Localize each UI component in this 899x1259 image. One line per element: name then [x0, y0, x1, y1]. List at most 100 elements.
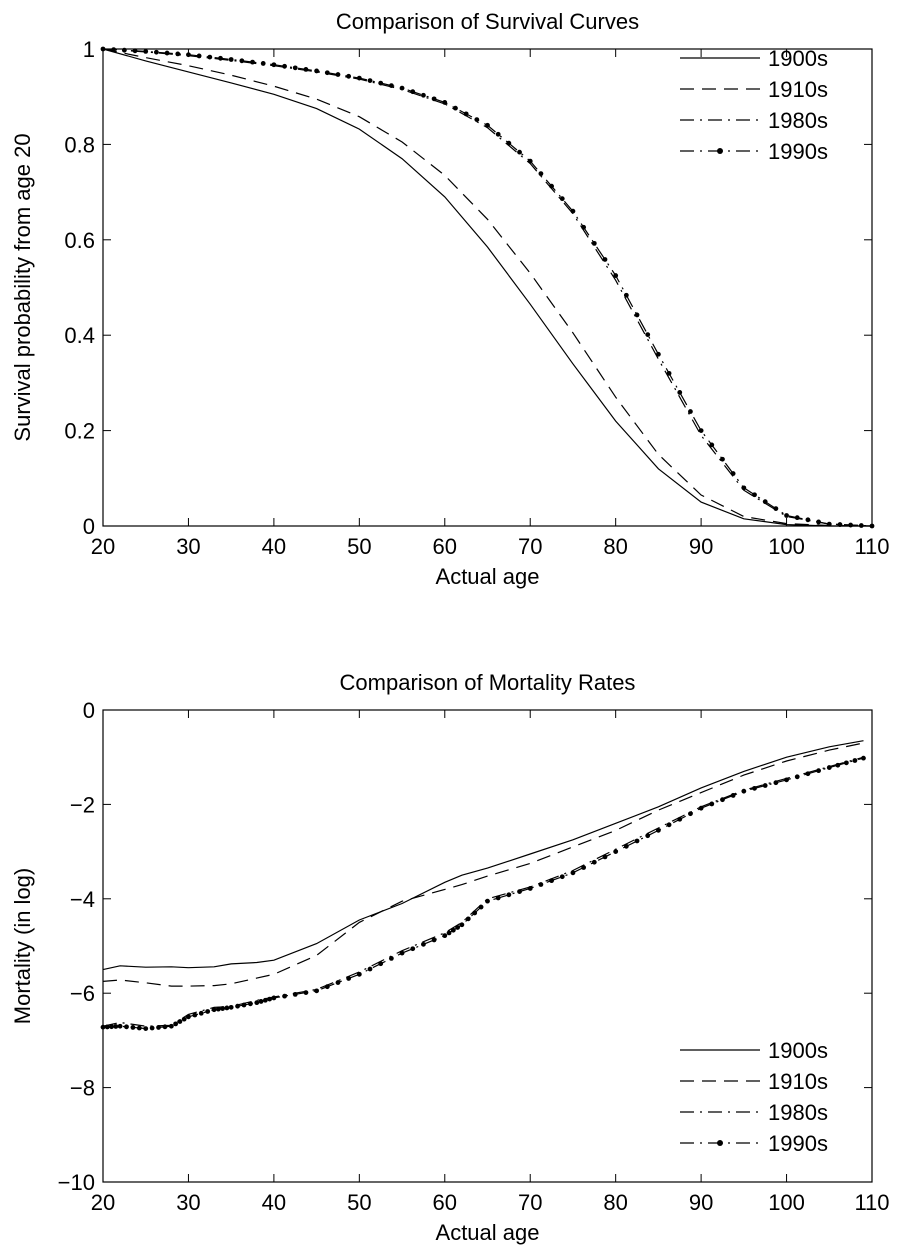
data-point	[581, 224, 587, 230]
y-tick-label: 0	[83, 514, 95, 539]
data-point	[220, 1006, 226, 1011]
data-point	[527, 886, 533, 891]
data-point	[549, 878, 554, 884]
data-point	[709, 442, 715, 448]
data-point	[100, 1024, 106, 1030]
data-point	[113, 1024, 119, 1029]
x-tick-label: 50	[347, 534, 371, 559]
data-point	[805, 517, 811, 523]
data-point	[205, 1009, 211, 1014]
data-point	[271, 62, 277, 68]
data-point	[570, 208, 576, 214]
data-point	[741, 485, 747, 491]
plot-area-frame	[102, 709, 873, 1183]
data-point	[258, 999, 264, 1004]
data-point	[218, 55, 223, 61]
y-tick-label: 0	[83, 698, 95, 723]
data-point	[162, 1024, 168, 1030]
data-point	[677, 816, 683, 822]
data-point	[388, 955, 394, 961]
data-point	[741, 788, 747, 794]
data-point	[431, 96, 437, 102]
x-tick-label: 40	[262, 534, 286, 559]
x-tick-label: 70	[518, 534, 542, 559]
x-tick-label: 100	[768, 1190, 805, 1215]
data-point	[173, 1021, 179, 1027]
data-point	[623, 292, 629, 298]
data-point	[835, 762, 841, 768]
data-point	[655, 351, 661, 357]
y-tick-label: −10	[58, 1170, 95, 1195]
x-tick-label: 20	[91, 1190, 115, 1215]
x-tick-label: 40	[262, 1190, 286, 1215]
data-point	[130, 1025, 136, 1030]
data-point	[303, 66, 309, 72]
data-point	[730, 793, 736, 798]
data-point	[324, 984, 330, 990]
data-point	[136, 1025, 142, 1031]
data-point	[655, 827, 661, 833]
x-tick-label: 60	[433, 534, 457, 559]
data-point	[314, 988, 320, 994]
data-point	[421, 941, 426, 947]
data-point	[517, 149, 522, 155]
data-point	[177, 1019, 183, 1024]
data-point	[762, 783, 768, 788]
x-tick-label: 90	[689, 534, 713, 559]
x-tick-label: 30	[176, 1190, 200, 1215]
data-point	[367, 966, 373, 972]
series-markers-1990s	[100, 755, 866, 1031]
data-point	[688, 811, 693, 817]
data-point	[124, 1024, 129, 1030]
data-point	[478, 904, 484, 910]
data-point	[132, 48, 138, 54]
data-point	[816, 768, 821, 774]
data-point	[762, 499, 768, 505]
data-point	[267, 996, 273, 1002]
series-markers-1990s	[100, 46, 875, 529]
data-point	[805, 771, 811, 777]
data-point	[109, 1024, 114, 1030]
x-tick-label: 70	[518, 1190, 542, 1215]
data-point	[235, 1003, 240, 1009]
data-point	[100, 46, 106, 52]
data-point	[356, 971, 362, 977]
data-point	[773, 506, 779, 511]
data-point	[450, 927, 456, 933]
data-point	[367, 78, 373, 84]
data-point	[149, 1025, 155, 1031]
data-point	[720, 456, 725, 462]
data-point	[104, 1024, 110, 1030]
data-point	[164, 50, 170, 56]
x-tick-label: 80	[603, 534, 627, 559]
data-point	[292, 991, 298, 997]
data-point	[314, 68, 320, 74]
data-point	[292, 65, 298, 71]
data-point	[111, 47, 117, 52]
data-point	[843, 760, 849, 766]
data-point	[495, 895, 501, 901]
data-point	[228, 57, 234, 62]
data-point	[399, 85, 405, 91]
x-tick-label: 20	[91, 534, 115, 559]
data-point	[421, 92, 426, 98]
y-tick-label: 0.6	[64, 228, 95, 253]
data-point	[495, 131, 501, 137]
plot-area-frame	[102, 48, 873, 527]
y-axis-label: Mortality (in log)	[10, 868, 35, 1024]
data-point	[720, 797, 725, 803]
legend-entry-label: 1990s	[768, 139, 828, 164]
data-point	[549, 183, 554, 189]
data-point	[869, 523, 875, 529]
y-tick-label: −8	[70, 1076, 95, 1101]
data-point	[282, 63, 287, 69]
x-tick-label: 80	[603, 1190, 627, 1215]
data-point	[752, 785, 757, 791]
data-point	[602, 257, 608, 262]
y-axis-label: Survival probability from age 20	[10, 133, 35, 441]
data-point	[207, 54, 213, 60]
data-point	[239, 58, 245, 64]
x-tick-label: 100	[768, 534, 805, 559]
legend-entry-label: 1980s	[768, 1100, 828, 1125]
data-point	[517, 889, 522, 895]
